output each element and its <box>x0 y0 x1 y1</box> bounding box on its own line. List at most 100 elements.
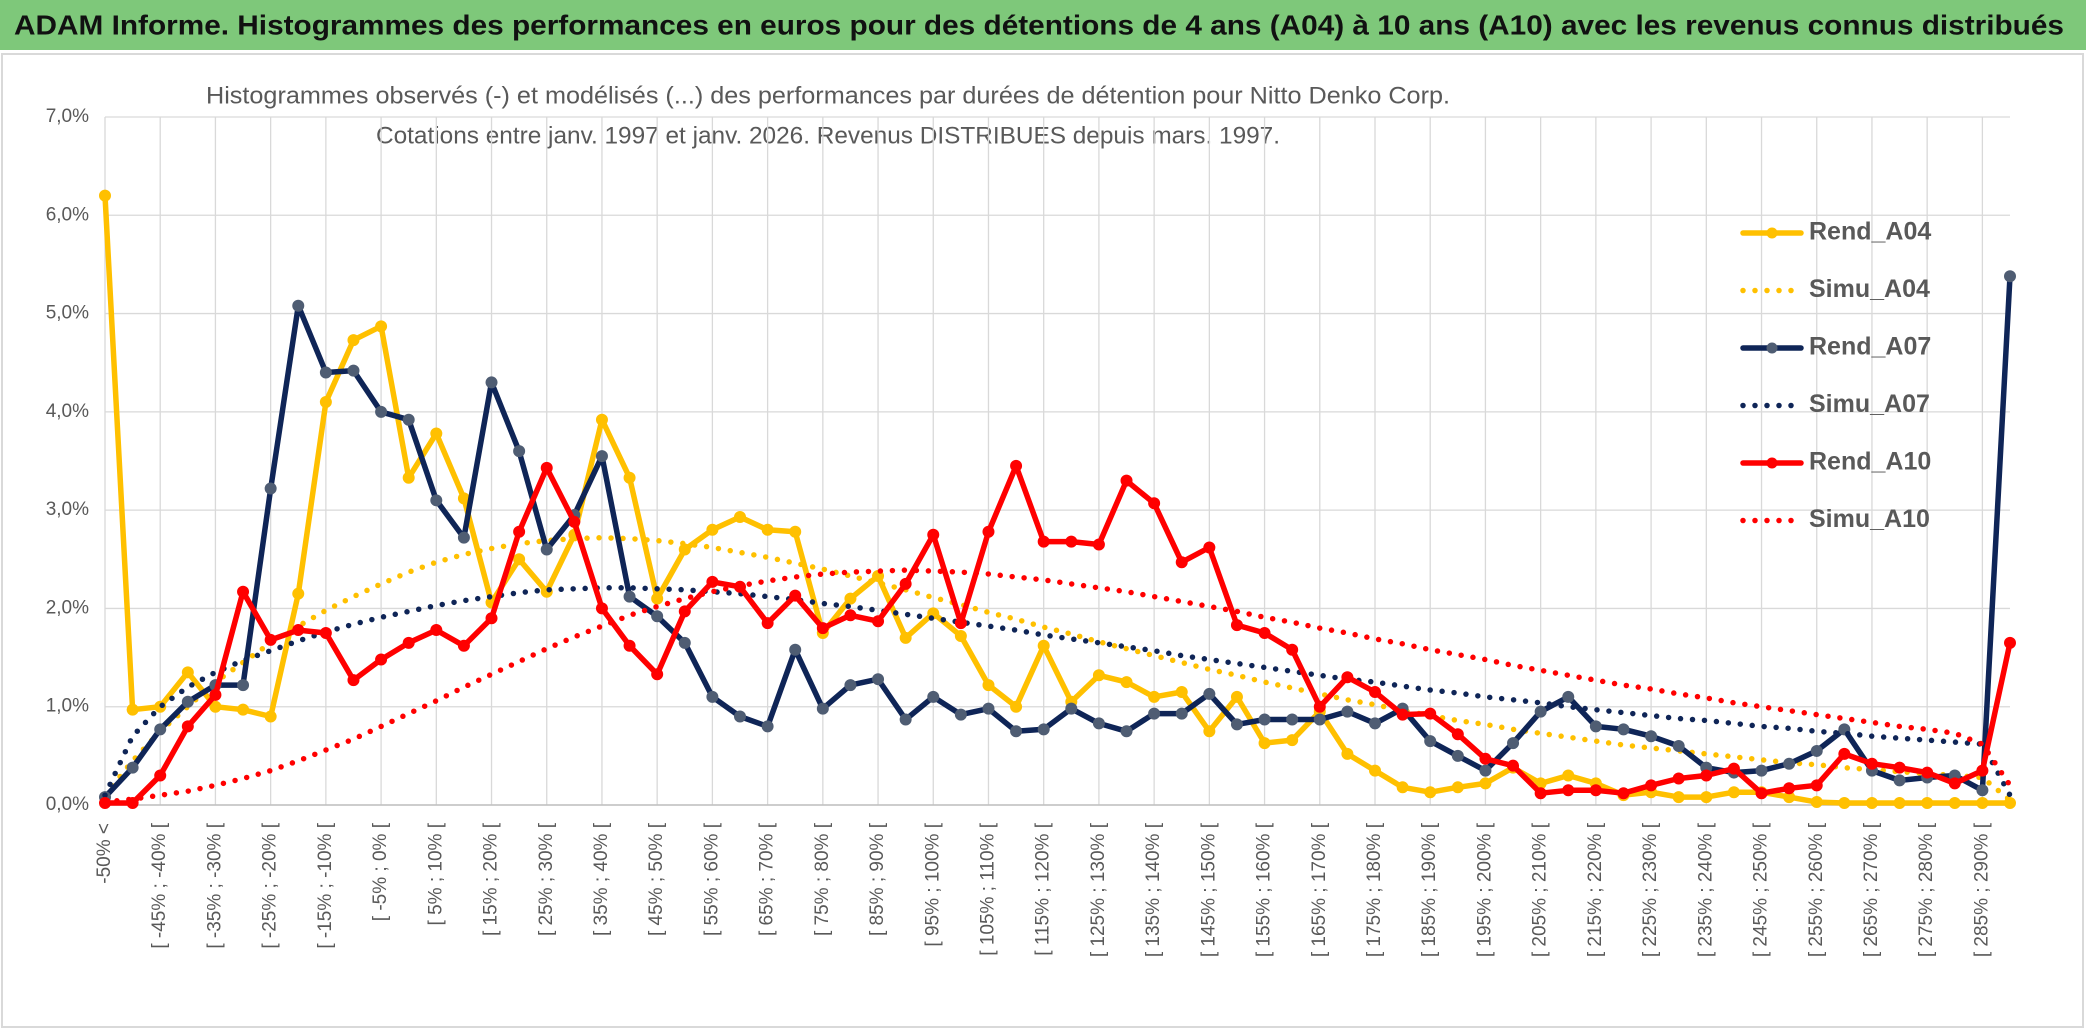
data-point <box>1230 619 1243 632</box>
data-point <box>2004 270 2016 283</box>
data-point <box>789 643 802 656</box>
data-point <box>1037 723 1050 736</box>
x-tick-label: [ 75% ; 80% [ <box>812 822 833 936</box>
data-point <box>899 577 912 590</box>
data-point <box>706 690 719 703</box>
data-point <box>1286 734 1299 747</box>
x-tick-label: [ 15% ; 20% [ <box>481 822 502 936</box>
data-point <box>1921 766 1934 779</box>
data-point <box>237 679 250 692</box>
x-tick-label: -50% < <box>94 823 115 884</box>
data-point <box>540 461 553 474</box>
legend-label: Rend_A07 <box>1809 333 1931 361</box>
data-point <box>485 612 498 625</box>
data-point <box>1672 791 1685 804</box>
data-point <box>1838 747 1851 760</box>
data-point <box>209 700 222 713</box>
data-point <box>1010 700 1023 713</box>
data-point <box>1700 791 1713 804</box>
x-tick-label: [ 185% ; 190% [ <box>1419 822 1440 957</box>
data-point <box>126 703 139 716</box>
data-point <box>402 471 415 484</box>
data-point <box>1313 700 1326 713</box>
legend-label: Rend_A04 <box>1809 218 1931 246</box>
data-point <box>1424 707 1437 720</box>
header-bar <box>0 0 2086 50</box>
data-point <box>1562 690 1575 703</box>
data-point <box>1810 744 1823 757</box>
y-tick-label: 1,0% <box>46 696 89 717</box>
plot <box>99 189 2016 810</box>
data-point <box>844 679 857 692</box>
data-point <box>347 334 360 347</box>
data-point <box>678 636 691 649</box>
y-tick-label: 4,0% <box>46 401 89 422</box>
data-point <box>540 543 553 556</box>
data-point <box>1369 764 1381 777</box>
data-point <box>1258 627 1271 639</box>
data-point <box>1727 762 1740 775</box>
data-point <box>816 702 829 715</box>
data-point <box>1369 685 1381 698</box>
data-point <box>1010 725 1023 738</box>
data-point <box>1120 474 1133 487</box>
data-point <box>954 617 967 630</box>
data-point <box>1148 497 1161 510</box>
data-point <box>319 396 332 409</box>
data-point <box>651 592 664 605</box>
data-point <box>1810 779 1823 792</box>
observed-line <box>102 463 2013 806</box>
data-point <box>292 299 305 312</box>
data-point <box>1479 764 1492 777</box>
x-tick-label: [ 205% ; 210% [ <box>1530 822 1551 957</box>
data-point <box>319 366 332 379</box>
data-point <box>1341 705 1354 718</box>
data-point <box>430 494 443 507</box>
data-point <box>1976 764 1989 777</box>
data-point <box>734 710 746 723</box>
data-point <box>375 320 388 333</box>
data-point <box>181 695 194 708</box>
data-point <box>1672 740 1685 753</box>
data-point <box>982 679 995 692</box>
data-point <box>1838 797 1851 810</box>
data-point <box>1700 769 1713 782</box>
x-tick-label: [ -35% ; -30% [ <box>204 822 225 948</box>
x-tick-label: [ 225% ; 230% [ <box>1640 822 1661 957</box>
data-point <box>1755 787 1768 800</box>
data-point <box>595 413 608 426</box>
legend-marker <box>1766 457 1778 469</box>
data-point <box>457 639 470 652</box>
data-point <box>1396 708 1409 721</box>
x-tick-label: [ 55% ; 60% [ <box>701 822 722 936</box>
data-point <box>1451 781 1464 794</box>
x-tick-label: [ 265% ; 270% [ <box>1861 822 1882 957</box>
data-point <box>1120 676 1133 689</box>
data-point <box>1948 797 1961 810</box>
data-point <box>1562 784 1575 797</box>
data-point <box>1893 797 1906 810</box>
x-tick-label: [ 145% ; 150% [ <box>1198 822 1219 957</box>
data-point <box>872 673 885 686</box>
data-point <box>1783 782 1796 795</box>
x-tick-label: [ 135% ; 140% [ <box>1143 822 1164 957</box>
data-point <box>1617 723 1630 736</box>
data-point <box>1092 538 1105 551</box>
data-point <box>1727 786 1740 799</box>
data-point <box>1865 757 1878 770</box>
data-point <box>734 511 746 524</box>
data-point <box>1065 702 1078 715</box>
data-point <box>954 629 967 642</box>
data-point <box>1976 797 1989 810</box>
data-point <box>1037 639 1050 652</box>
x-tick-label: [ 155% ; 160% [ <box>1254 822 1275 957</box>
data-point <box>1203 687 1216 700</box>
x-tick-label: [ -25% ; -20% [ <box>260 822 281 948</box>
model-line <box>102 567 2013 805</box>
data-point <box>1617 787 1630 800</box>
x-tick-label: [ 235% ; 240% [ <box>1695 822 1716 957</box>
data-point <box>181 666 194 679</box>
legend: Rend_A04 Simu_A04 Rend_A07 Simu_A07 Rend_A10… <box>1740 218 1931 533</box>
